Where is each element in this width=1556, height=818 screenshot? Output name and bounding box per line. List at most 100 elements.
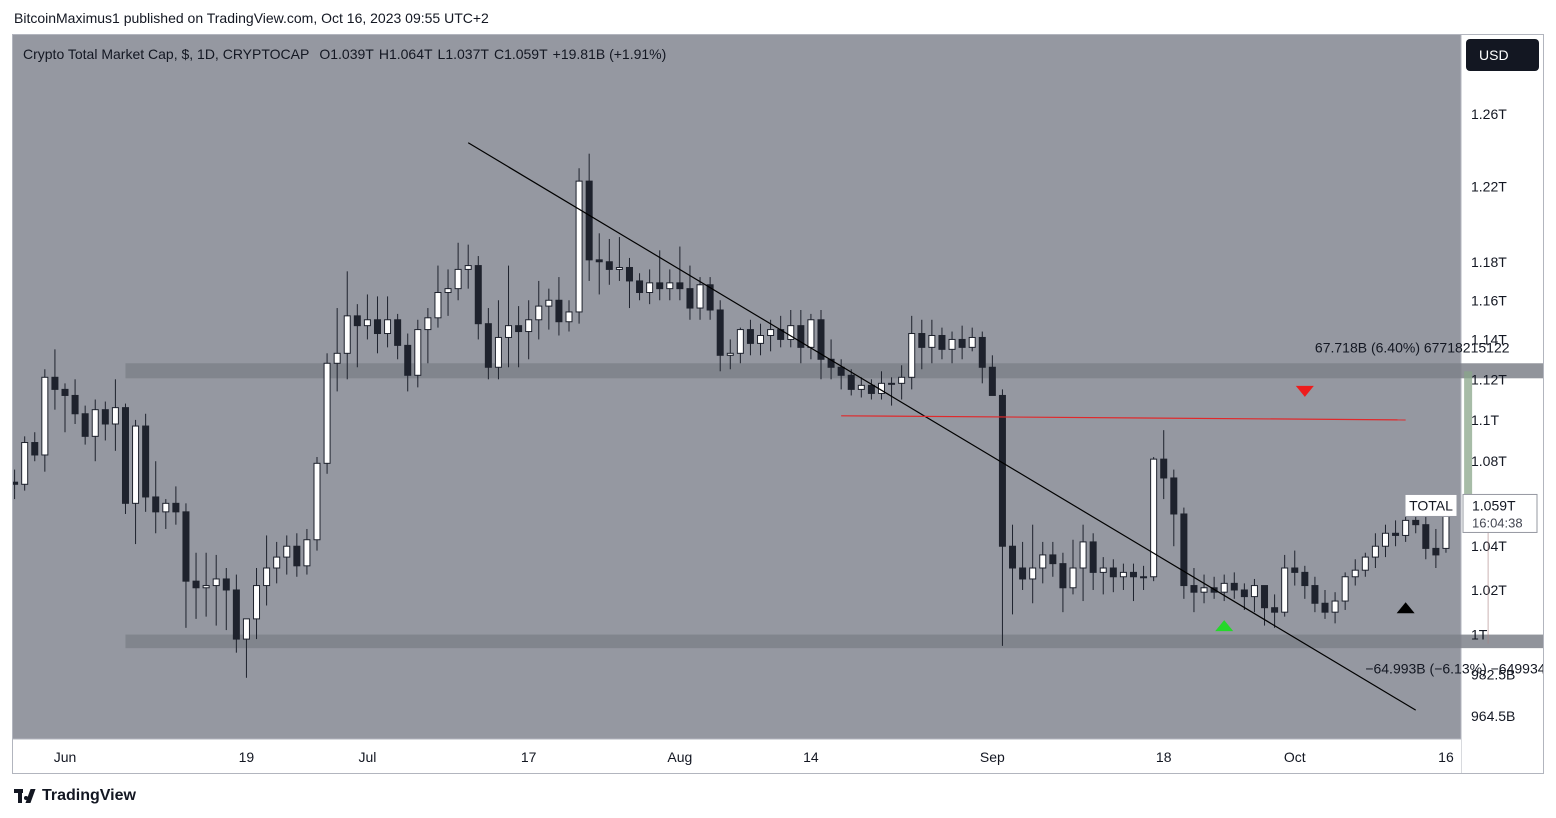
time-tick-label: Jun [54, 749, 77, 765]
candle [1200, 574, 1208, 604]
candle-body [888, 382, 896, 385]
tradingview-logo[interactable]: TradingView [14, 787, 136, 805]
candle [535, 280, 543, 340]
candle-body [676, 282, 684, 290]
price-tick-label: 1.02T [1471, 582, 1507, 598]
price-tick-label: 1.14T [1471, 331, 1507, 347]
candle-body [1250, 585, 1258, 598]
candle-body [998, 394, 1006, 547]
currency-button-label: USD [1479, 47, 1509, 63]
price-tick-label: 1.04T [1471, 538, 1507, 554]
candle-body [152, 496, 160, 513]
candle-body [1392, 532, 1400, 536]
legend-value-h: 1.064T [389, 46, 433, 62]
candle [787, 309, 795, 348]
candle-body [656, 282, 664, 290]
candle [384, 296, 392, 348]
candle-body [353, 315, 361, 327]
candle [162, 499, 170, 529]
candle [464, 244, 472, 289]
last-price-value: 1.059T [1472, 497, 1516, 513]
candle-body [736, 329, 744, 354]
candle [111, 379, 119, 451]
candle-body [1281, 567, 1289, 613]
candle-body [343, 315, 351, 354]
time-tick-label: 18 [1156, 749, 1172, 765]
last-price-tag-bg [1462, 493, 1538, 533]
candle [283, 535, 291, 575]
candle [908, 315, 916, 390]
candle [1392, 520, 1400, 547]
candle-body [1402, 519, 1410, 536]
price-tick-label: 982.5B [1471, 666, 1515, 682]
candle-body [948, 338, 956, 350]
price-tick-label: 1.08T [1471, 453, 1507, 469]
candle [494, 300, 502, 380]
candle [656, 250, 664, 301]
support-arrow-icon [1396, 602, 1415, 614]
candle-body [686, 288, 694, 309]
candle [1119, 563, 1127, 590]
candle [837, 359, 845, 390]
candle-body [232, 589, 240, 640]
candle-body [253, 585, 261, 620]
tradingview-logo-icon [14, 789, 36, 803]
chart-title: Crypto Total Market Cap, $, 1D, CRYPTOCA… [23, 46, 309, 62]
candle [101, 401, 109, 441]
candlestick-chart[interactable]: 1.26T 1.22T 1.18T 1.16T 1.14T 1.12T 1.1T 1.08T 1… [13, 35, 1543, 773]
candle [1351, 559, 1359, 586]
candle-body [192, 580, 200, 589]
candle-body [61, 388, 69, 396]
candle-body [666, 282, 674, 290]
candle [242, 618, 250, 678]
candle-body [484, 323, 492, 368]
candle [303, 528, 311, 575]
candle-body [1240, 589, 1248, 598]
time-axis-panel [13, 739, 1461, 773]
candle-body [474, 265, 482, 325]
currency-button[interactable]: USD [1466, 39, 1539, 71]
candle [505, 265, 513, 368]
price-tick-label: 1.16T [1471, 292, 1507, 308]
candle-body [1089, 541, 1097, 573]
candle [746, 319, 754, 356]
candle [1129, 563, 1137, 602]
chart-frame[interactable]: 1.26T 1.22T 1.18T 1.16T 1.14T 1.12T 1.1T 1.08T 1… [12, 34, 1544, 774]
candle-body [1291, 567, 1299, 573]
candle-body [1019, 567, 1027, 580]
candle-body [1321, 602, 1329, 613]
candle [857, 377, 865, 398]
candle-body [424, 317, 432, 331]
candle-body [101, 409, 109, 425]
candle-body [928, 334, 936, 348]
publisher-header: BitcoinMaximus1 published on TradingView… [14, 10, 489, 26]
candle-body [767, 329, 775, 336]
candle [575, 168, 583, 324]
candle-body [837, 366, 845, 376]
candle [827, 339, 835, 380]
candle [1381, 524, 1389, 558]
candle-body [1180, 513, 1188, 587]
candle-body [242, 618, 250, 640]
candle [363, 294, 371, 340]
candle [1039, 541, 1047, 584]
candle [898, 365, 906, 400]
candle [1019, 541, 1027, 590]
candle [394, 313, 402, 360]
candle [867, 379, 875, 400]
candle [1109, 559, 1117, 593]
legend-change: +19.81B (+1.91%) [553, 46, 667, 62]
candle [595, 233, 603, 295]
candle-body [605, 261, 613, 270]
candle-body [1029, 567, 1037, 580]
candle [646, 269, 654, 305]
bullish-arrow-icon [1215, 620, 1234, 632]
candle-body [464, 265, 472, 270]
candle-body [615, 266, 623, 270]
target-up-label: 67.718B (6.40%) 67718215122 [1315, 339, 1510, 355]
candle [555, 277, 563, 336]
candle-body [212, 578, 220, 587]
candle-body [1351, 569, 1359, 578]
candle [414, 319, 422, 388]
candle [31, 432, 39, 462]
